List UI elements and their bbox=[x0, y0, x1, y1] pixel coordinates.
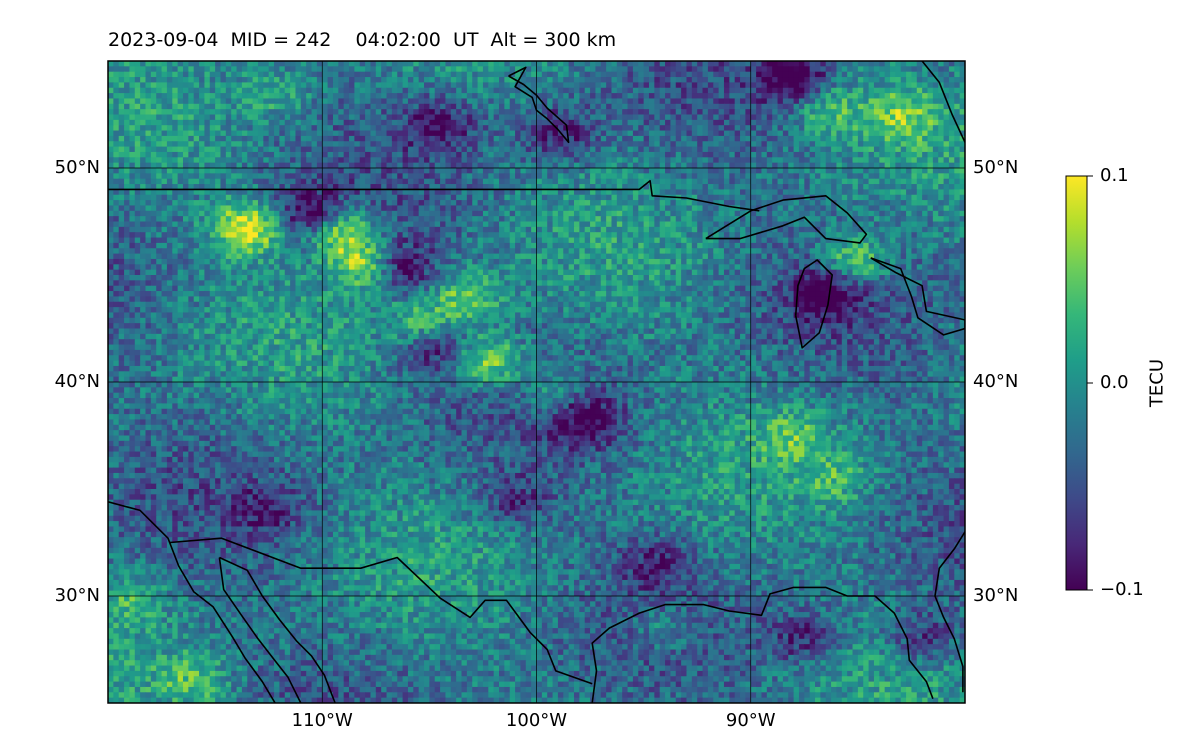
coastline-baja-california-west bbox=[108, 501, 276, 703]
coastline-gulf-coast bbox=[591, 586, 934, 703]
graticule bbox=[108, 61, 965, 703]
colorbar-label: TECU bbox=[1146, 358, 1168, 408]
coastline-gulf-of-california-west bbox=[218, 557, 302, 703]
map-frame bbox=[107, 60, 966, 704]
lon-tick-label: 90°W bbox=[725, 710, 776, 731]
colorbar-tick-label: 0.0 bbox=[1100, 372, 1129, 393]
colorbar-tick-label: −0.1 bbox=[1100, 579, 1144, 600]
colorbar-tick-label: 0.1 bbox=[1100, 165, 1129, 186]
lat-tick-label-right: 50°N bbox=[973, 157, 1019, 178]
coastline-great-lakes-michigan bbox=[794, 259, 834, 349]
coastline-canada-us-border bbox=[108, 180, 760, 212]
lon-tick-label: 100°W bbox=[505, 710, 568, 731]
coastline-hudson-bay-shore bbox=[508, 66, 570, 144]
lon-tick-label: 110°W bbox=[291, 710, 353, 731]
coastline-james-bay-shore bbox=[921, 61, 965, 143]
lat-tick-label-left: 50°N bbox=[54, 157, 100, 178]
map-title: 2023-09-04 MID = 242 04:02:00 UT Alt = 3… bbox=[108, 29, 617, 51]
tec-field bbox=[108, 61, 965, 703]
coastline-great-lakes-superior bbox=[705, 195, 868, 244]
coastline-mexico-us-border bbox=[170, 537, 593, 685]
colorbar-gradient bbox=[1065, 175, 1088, 591]
lat-tick-label-right: 40°N bbox=[973, 371, 1019, 392]
lat-tick-label-left: 30°N bbox=[54, 585, 100, 606]
lat-tick-label-right: 30°N bbox=[973, 585, 1019, 606]
colorbar bbox=[1065, 175, 1093, 591]
lat-tick-label-left: 40°N bbox=[54, 371, 100, 392]
coastline-gulf-of-california-east bbox=[219, 556, 336, 703]
coastlines bbox=[108, 61, 965, 703]
coastline-great-lakes-huron-erie bbox=[870, 257, 965, 336]
coastline-atlantic-coast bbox=[934, 531, 965, 693]
